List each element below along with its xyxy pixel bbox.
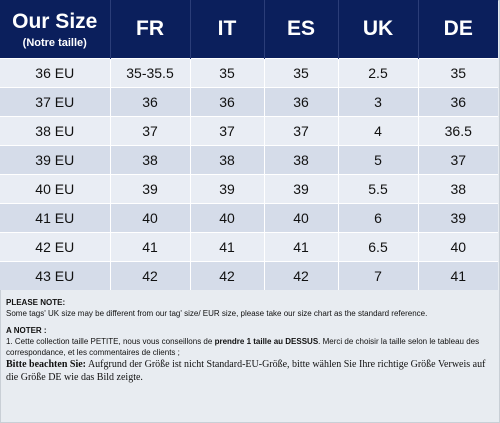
cell-it: 41 (190, 232, 265, 262)
cell-es: 40 (264, 203, 339, 233)
cell-de: 36 (418, 87, 498, 117)
cell-our-size: 38 EU (0, 116, 111, 146)
cell-uk: 6 (338, 203, 419, 233)
cell-uk: 7 (338, 261, 419, 290)
table-row: 41 EU 40 40 40 6 39 (0, 203, 498, 233)
cell-it: 40 (190, 203, 265, 233)
cell-our-size: 39 EU (0, 145, 111, 175)
cell-de: 41 (418, 261, 498, 290)
header-uk: UK (338, 0, 419, 59)
cell-de: 39 (418, 203, 498, 233)
table-row: 38 EU 37 37 37 4 36.5 (0, 116, 498, 146)
cell-es: 35 (264, 58, 339, 88)
table-row: 43 EU 42 42 42 7 41 (0, 261, 498, 290)
cell-it: 36 (190, 87, 265, 117)
notes-section: PLEASE NOTE: Some tags' UK size may be d… (6, 297, 494, 384)
a-noter-text-start: 1. Cette collection taille PETITE, nous … (6, 337, 215, 346)
header-our-size: Our Size (Notre taille) (0, 0, 111, 59)
cell-de: 37 (418, 145, 498, 175)
table-row: 36 EU 35-35.5 35 35 2.5 35 (0, 58, 498, 88)
cell-es: 39 (264, 174, 339, 204)
cell-our-size: 40 EU (0, 174, 111, 204)
table-row: 42 EU 41 41 41 6.5 40 (0, 232, 498, 262)
cell-es: 38 (264, 145, 339, 175)
german-note-title: Bitte beachten Sie: (6, 359, 86, 370)
cell-our-size: 42 EU (0, 232, 111, 262)
header-our-size-sub: (Notre taille) (22, 36, 87, 49)
cell-it: 39 (190, 174, 265, 204)
cell-our-size: 36 EU (0, 58, 111, 88)
cell-fr: 36 (110, 87, 191, 117)
cell-our-size: 37 EU (0, 87, 111, 117)
cell-uk: 6.5 (338, 232, 419, 262)
please-note-title: PLEASE NOTE: (6, 298, 66, 307)
cell-it: 35 (190, 58, 265, 88)
cell-it: 37 (190, 116, 265, 146)
cell-uk: 3 (338, 87, 419, 117)
cell-fr: 41 (110, 232, 191, 262)
cell-uk: 2.5 (338, 58, 419, 88)
cell-es: 36 (264, 87, 339, 117)
german-note: Bitte beachten Sie: Aufgrund der Größe i… (6, 358, 494, 384)
cell-it: 38 (190, 145, 265, 175)
header-our-size-label: Our Size (12, 9, 98, 33)
cell-de: 38 (418, 174, 498, 204)
cell-de: 36.5 (418, 116, 498, 146)
header-row: Our Size (Notre taille) FR IT ES UK DE (0, 0, 498, 59)
table-row: 37 EU 36 36 36 3 36 (0, 87, 498, 117)
cell-de: 40 (418, 232, 498, 262)
cell-fr: 37 (110, 116, 191, 146)
cell-fr: 38 (110, 145, 191, 175)
cell-uk: 5.5 (338, 174, 419, 204)
table-row: 40 EU 39 39 39 5.5 38 (0, 174, 498, 204)
cell-fr: 40 (110, 203, 191, 233)
cell-it: 42 (190, 261, 265, 290)
header-it: IT (190, 0, 265, 59)
cell-uk: 4 (338, 116, 419, 146)
german-note-text: Aufgrund der Größe ist nicht Standard-EU… (6, 359, 486, 383)
cell-es: 42 (264, 261, 339, 290)
cell-uk: 5 (338, 145, 419, 175)
header-es: ES (264, 0, 339, 59)
cell-our-size: 43 EU (0, 261, 111, 290)
cell-our-size: 41 EU (0, 203, 111, 233)
cell-fr: 42 (110, 261, 191, 290)
table-row: 39 EU 38 38 38 5 37 (0, 145, 498, 175)
cell-fr: 35-35.5 (110, 58, 191, 88)
cell-es: 41 (264, 232, 339, 262)
a-noter-text: 1. Cette collection taille PETITE, nous … (6, 336, 494, 358)
size-chart-table: Our Size (Notre taille) FR IT ES UK DE 3… (0, 0, 498, 290)
cell-fr: 39 (110, 174, 191, 204)
header-fr: FR (110, 0, 191, 59)
a-noter-text-end: . Merci de choisir la taille selon le ta… (6, 337, 480, 357)
cell-de: 35 (418, 58, 498, 88)
a-noter-title: A NOTER : (6, 326, 47, 335)
a-noter-text-bold: prendre 1 taille au DESSUS (214, 337, 319, 346)
please-note-text: Some tags' UK size may be different from… (6, 309, 428, 318)
cell-es: 37 (264, 116, 339, 146)
header-de: DE (418, 0, 498, 59)
